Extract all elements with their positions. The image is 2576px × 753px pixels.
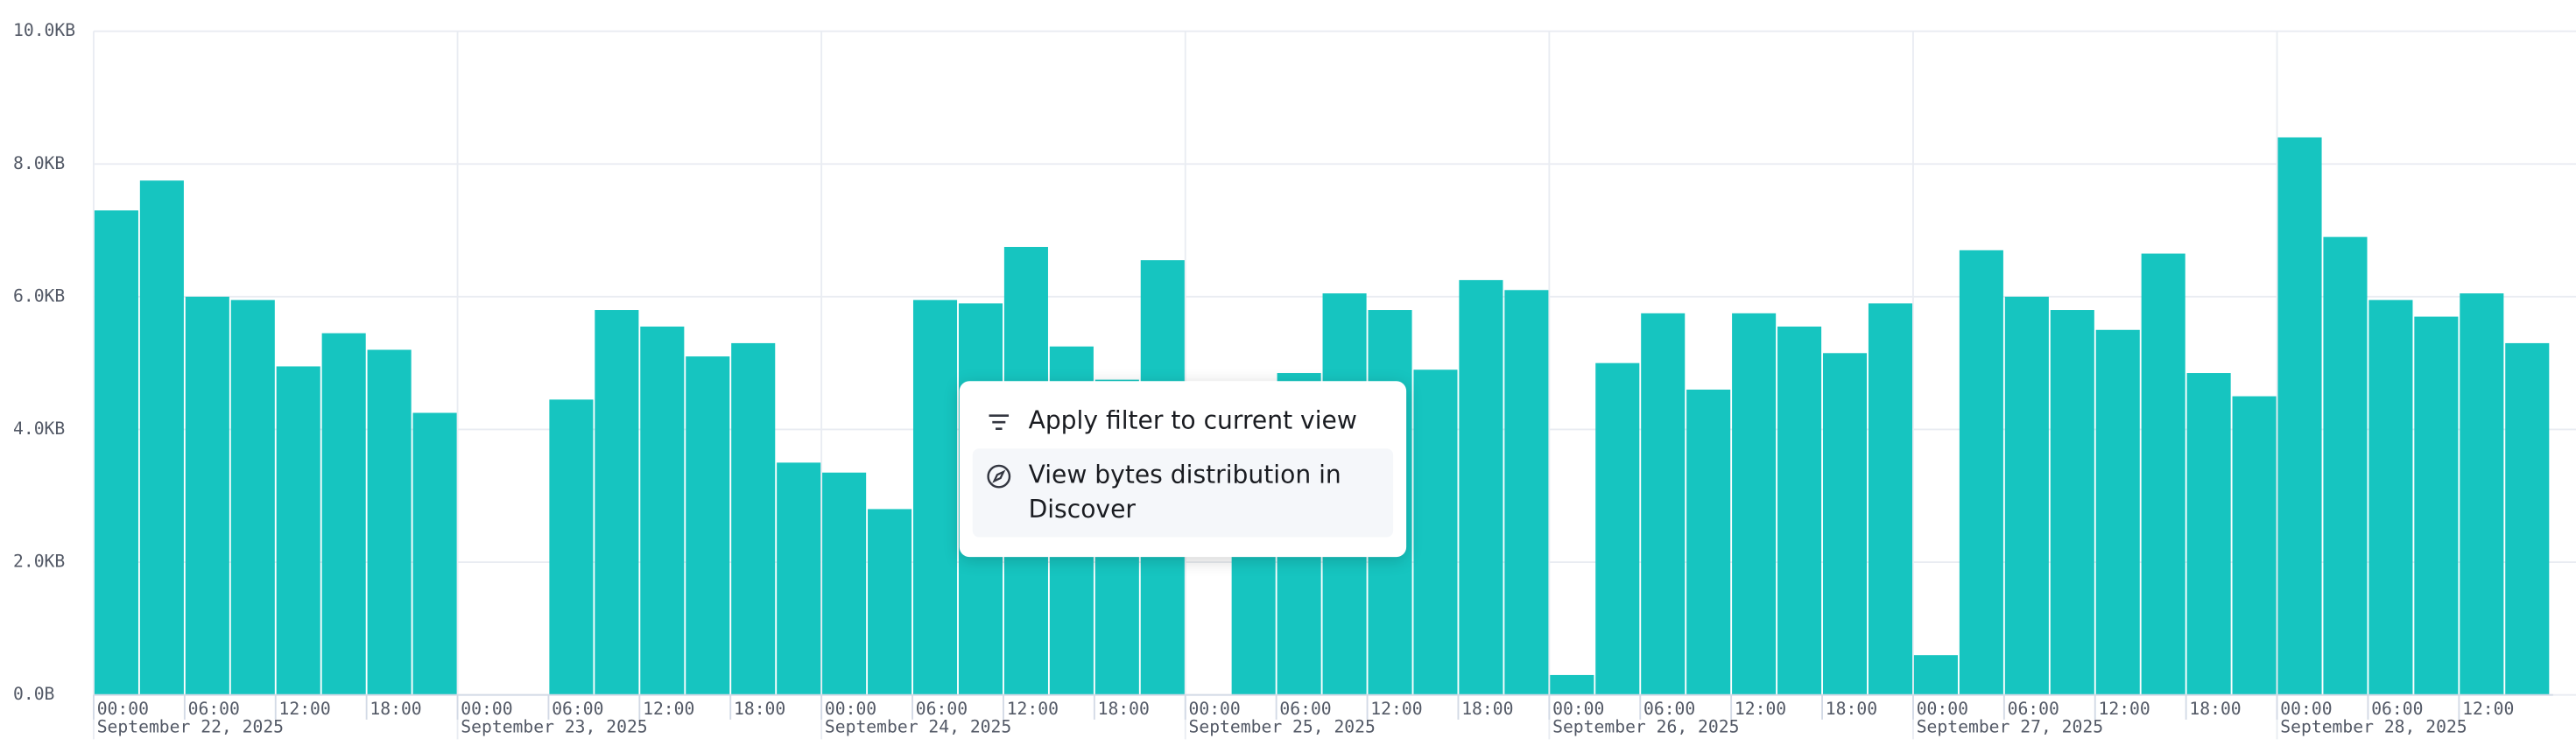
x-tick-label: 00:00 (1552, 699, 1604, 719)
bar (2186, 373, 2231, 695)
x-tick-label: 00:00 (1189, 699, 1241, 719)
bar (2414, 316, 2459, 695)
discover-icon (987, 464, 1011, 489)
x-tick-label: 12:00 (279, 699, 331, 719)
bar (2460, 293, 2504, 695)
bar (868, 509, 912, 695)
bar (2141, 253, 2185, 695)
bar (2232, 396, 2277, 695)
y-tick-label: 10.0KB (13, 20, 75, 40)
bar (822, 472, 867, 695)
x-tick-label: 18:00 (2189, 699, 2241, 719)
bar (2368, 299, 2413, 695)
x-tick-label: 00:00 (1917, 699, 1968, 719)
bar (94, 210, 138, 695)
bar (1686, 389, 1731, 695)
x-tick-label: 06:00 (916, 699, 968, 719)
date-label: September 23, 2025 (461, 717, 647, 737)
menu-item[interactable]: Apply filter to current view (973, 394, 1393, 448)
bar (1959, 250, 2003, 695)
bar (549, 399, 594, 695)
bar (2505, 342, 2550, 695)
bar (367, 349, 412, 695)
bar (321, 333, 366, 695)
bar (1595, 362, 1640, 695)
bar (1777, 326, 1822, 695)
date-label: September 24, 2025 (825, 717, 1011, 737)
x-tick-label: 18:00 (1826, 699, 1877, 719)
bar (139, 180, 184, 695)
bar (640, 326, 685, 695)
bar (412, 412, 457, 695)
x-tick-label: 18:00 (734, 699, 785, 719)
bar (1732, 313, 1777, 695)
bar (2323, 236, 2368, 695)
x-tick-label: 06:00 (188, 699, 240, 719)
x-tick-label: 00:00 (461, 699, 512, 719)
y-tick-label: 0.0B (13, 684, 54, 704)
bar (686, 356, 730, 695)
date-label: September 28, 2025 (2280, 717, 2467, 737)
x-tick-label: 18:00 (1098, 699, 1150, 719)
bar (276, 366, 320, 695)
bar (777, 462, 821, 695)
bar (595, 310, 639, 695)
menu-item-label: Apply filter to current view (1028, 405, 1357, 436)
x-tick-label: 06:00 (2008, 699, 2059, 719)
bar (230, 299, 275, 695)
bar (2050, 310, 2094, 695)
filter-icon (989, 414, 1010, 431)
bar (1550, 674, 1594, 695)
x-tick-label: 18:00 (370, 699, 421, 719)
bar (1459, 279, 1503, 695)
x-tick-label: 12:00 (2099, 699, 2150, 719)
x-tick-label: 12:00 (2462, 699, 2514, 719)
context-menu: Apply filter to current view View bytes … (959, 381, 1407, 558)
x-tick-label: 12:00 (1007, 699, 1059, 719)
bar (1413, 369, 1458, 695)
x-tick-label: 00:00 (97, 699, 149, 719)
x-tick-label: 06:00 (1279, 699, 1331, 719)
x-tick-label: 00:00 (825, 699, 876, 719)
bar (185, 296, 229, 695)
x-tick-label: 06:00 (552, 699, 603, 719)
bar (731, 342, 776, 695)
menu-item[interactable]: View bytes distribution in Discover (972, 448, 1394, 538)
bar (1504, 290, 1549, 695)
y-tick-label: 8.0KB (13, 153, 65, 173)
date-label: September 27, 2025 (1917, 717, 2103, 737)
bar (2095, 329, 2140, 695)
bar (912, 299, 958, 695)
x-tick-label: 06:00 (2371, 699, 2423, 719)
bar (2277, 137, 2322, 695)
x-tick-label: 12:00 (1370, 699, 1422, 719)
bar (1822, 353, 1868, 695)
y-tick-label: 2.0KB (13, 552, 65, 572)
bar (1641, 313, 1686, 695)
bar (2004, 296, 2049, 695)
menu-item-label: View bytes distribution in Discover (1028, 460, 1341, 524)
bar (1868, 303, 1913, 695)
date-label: September 26, 2025 (1552, 717, 1739, 737)
x-tick-label: 06:00 (1643, 699, 1695, 719)
x-tick-label: 12:00 (643, 699, 694, 719)
x-tick-label: 00:00 (2280, 699, 2332, 719)
date-label: September 25, 2025 (1189, 717, 1376, 737)
x-tick-label: 12:00 (1735, 699, 1786, 719)
y-tick-label: 4.0KB (13, 419, 65, 439)
date-label: September 22, 2025 (97, 717, 284, 737)
bar (1913, 655, 1958, 695)
y-tick-label: 6.0KB (13, 285, 65, 306)
x-tick-label: 18:00 (1461, 699, 1513, 719)
